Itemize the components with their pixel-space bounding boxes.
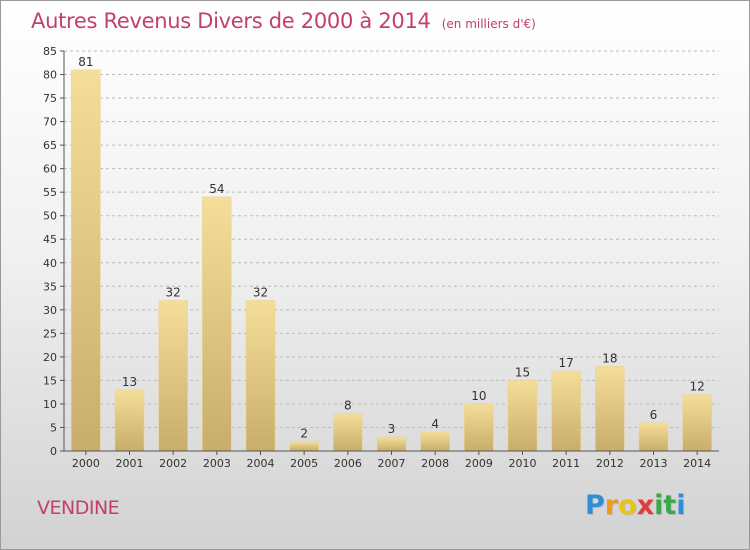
chart-title: Autres Revenus Divers de 2000 à 2014	[31, 9, 431, 33]
bar-value-label: 12	[690, 380, 705, 394]
x-tick-label: 2009	[465, 457, 493, 470]
bar	[507, 380, 538, 452]
logo-letter: x	[636, 490, 655, 521]
bar-value-label: 17	[559, 356, 574, 370]
logo-letter: o	[618, 490, 637, 521]
y-tick-label: 65	[43, 139, 57, 152]
x-tick-label: 2013	[640, 457, 668, 470]
bar	[376, 436, 407, 452]
x-tick-label: 2006	[334, 457, 362, 470]
x-tick-label: 2001	[116, 457, 144, 470]
bar-value-label: 8	[344, 398, 352, 412]
logo-letter: t	[663, 490, 677, 521]
bar	[245, 300, 276, 452]
logo-letter: i	[676, 490, 686, 521]
bar	[595, 366, 625, 452]
bar	[289, 441, 319, 452]
bar-value-label: 54	[209, 182, 224, 196]
y-tick-label: 35	[43, 280, 57, 293]
commune-name: VENDINE	[37, 497, 120, 519]
x-tick-label: 2014	[683, 457, 711, 470]
bar-value-label: 4	[431, 417, 439, 431]
logo-letter: i	[654, 490, 664, 521]
y-tick-label: 30	[43, 304, 57, 317]
y-tick-label: 10	[43, 398, 57, 411]
bar-value-label: 32	[166, 285, 181, 299]
bar	[71, 69, 101, 452]
bar	[158, 300, 188, 452]
bar-value-label: 32	[253, 285, 268, 299]
bar-value-label: 81	[78, 55, 93, 69]
x-tick-label: 2007	[378, 457, 406, 470]
x-tick-label: 2005	[290, 457, 318, 470]
x-tick-label: 2010	[509, 457, 537, 470]
y-tick-label: 85	[43, 45, 57, 58]
x-tick-label: 2004	[247, 457, 275, 470]
x-tick-label: 2002	[159, 457, 187, 470]
y-tick-label: 60	[43, 163, 57, 176]
bar	[333, 413, 363, 452]
chart-title-line: Autres Revenus Divers de 2000 à 2014 (en…	[31, 9, 536, 33]
y-tick-label: 20	[43, 351, 57, 364]
y-tick-label: 75	[43, 92, 57, 105]
y-tick-label: 15	[43, 374, 57, 387]
bar-value-label: 2	[300, 427, 308, 441]
bar	[114, 389, 145, 452]
y-tick-label: 25	[43, 327, 57, 340]
x-tick-label: 2008	[421, 457, 449, 470]
logo-letter: r	[604, 490, 619, 521]
x-tick-label: 2000	[72, 457, 100, 470]
y-tick-label: 55	[43, 186, 57, 199]
chart-subtitle: (en milliers d'€)	[441, 17, 536, 31]
bar	[202, 196, 232, 452]
bar	[551, 370, 581, 452]
bar-value-label: 10	[471, 389, 486, 403]
x-tick-label: 2003	[203, 457, 231, 470]
bar-value-label: 3	[388, 422, 396, 436]
y-tick-label: 70	[43, 116, 57, 129]
y-tick-label: 45	[43, 233, 57, 246]
bar	[682, 394, 712, 452]
bar	[638, 422, 669, 452]
bar	[464, 403, 494, 452]
bar-value-label: 15	[515, 365, 530, 379]
x-tick-label: 2012	[596, 457, 624, 470]
bar	[420, 431, 450, 452]
bar-value-label: 6	[650, 408, 658, 422]
y-tick-label: 80	[43, 69, 57, 82]
bar-value-label: 18	[602, 351, 617, 365]
proxiti-logo: Proxiti	[585, 490, 686, 521]
y-tick-label: 40	[43, 257, 57, 270]
y-tick-label: 5	[50, 421, 57, 434]
x-tick-label: 2011	[552, 457, 580, 470]
logo-letter: P	[585, 490, 605, 521]
y-tick-label: 0	[50, 445, 57, 458]
bar-value-label: 13	[122, 375, 137, 389]
y-tick-label: 50	[43, 210, 57, 223]
